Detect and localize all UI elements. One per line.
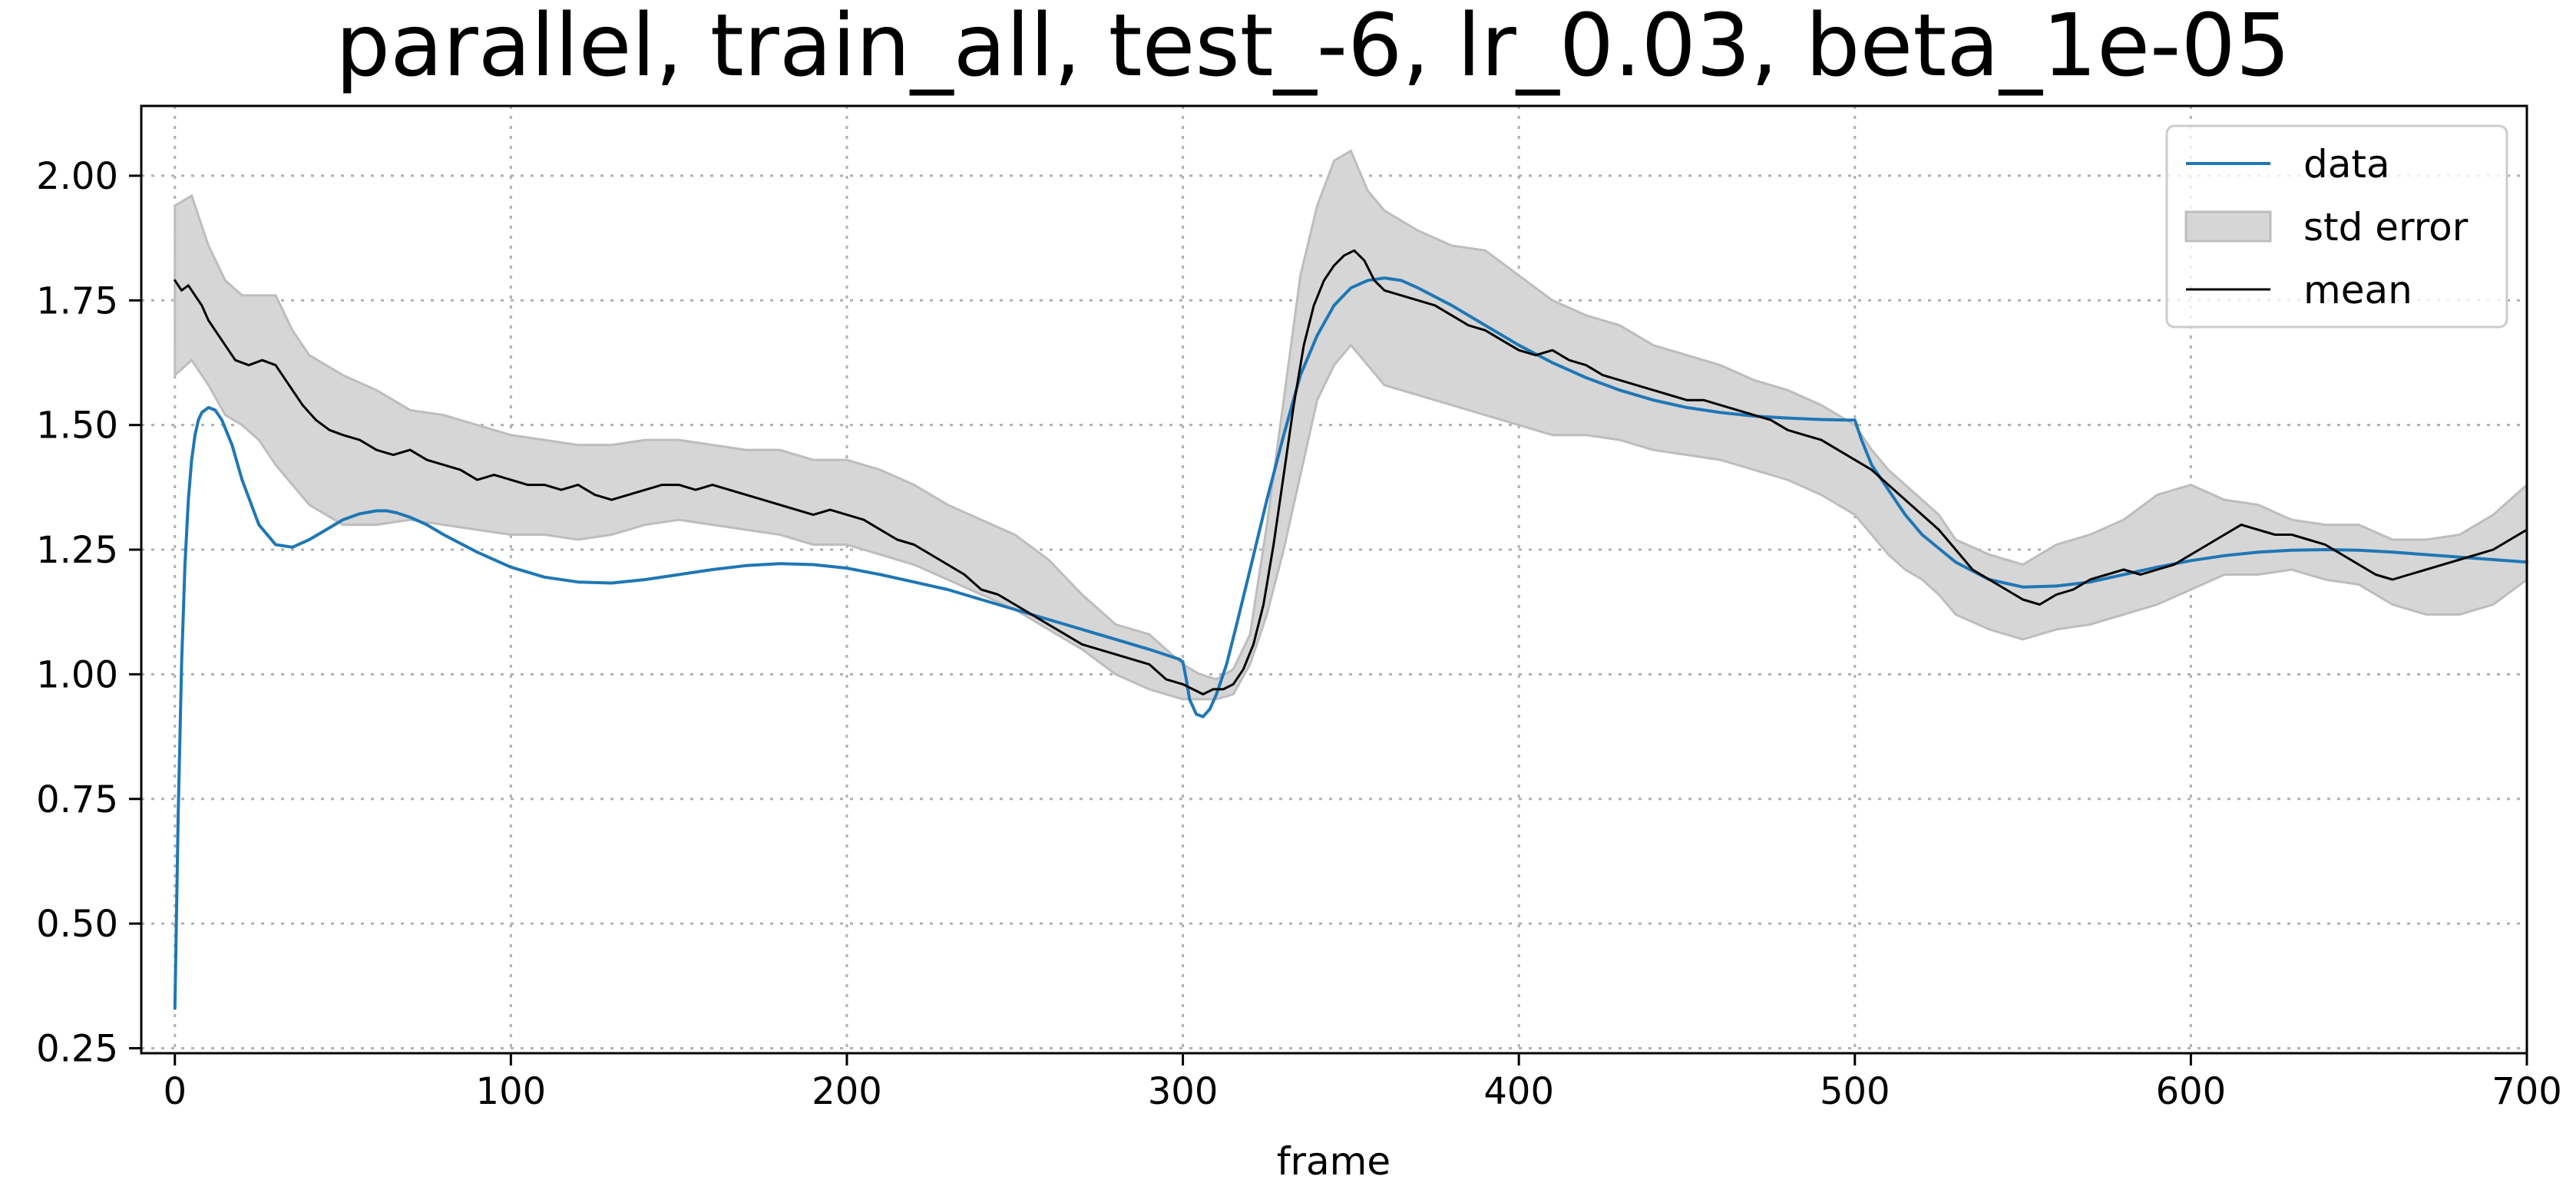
y-tick-label: 1.50 [36,405,118,448]
data-line [173,276,2528,1010]
mean-line [174,249,2528,695]
mean-series [174,249,2528,695]
legend-label: mean [2303,268,2412,312]
data-series [173,276,2528,1010]
legend-box [2165,124,2508,329]
x-tick-label: 500 [1820,1070,1890,1113]
x-tick-label: 100 [476,1070,547,1113]
x-tick-label: 400 [1483,1070,1554,1113]
x-axis-label: frame [1277,1139,1391,1184]
y-axis-ticks: 0.25 0.50 0.75 1.00 1.25 1.50 1.75 2.00 [36,155,141,1071]
x-tick-label: 600 [2156,1070,2227,1113]
y-tick-label: 2.00 [36,155,118,198]
x-tick-label: 300 [1148,1070,1219,1113]
legend-swatch-std-error [2184,210,2272,243]
plot-frame [140,104,2528,1055]
y-tick-label: 1.25 [36,529,118,572]
x-axis-ticks: 0 100 200 300 400 500 600 700 [163,1053,2562,1113]
legend: data std error mean [2165,124,2508,329]
chart-title: parallel, train_all, test_-6, lr_0.03, b… [336,0,2290,96]
y-tick-label: 1.75 [36,279,118,322]
y-tick-label: 0.50 [36,903,118,946]
x-tick-label: 700 [2492,1070,2562,1113]
legend-label: std error [2303,205,2469,249]
y-tick-label: 0.75 [36,778,118,821]
x-tick-label: 0 [163,1070,187,1113]
x-tick-label: 200 [812,1070,882,1113]
legend-label: data [2303,142,2390,187]
y-tick-label: 1.00 [36,653,118,696]
y-tick-label: 0.25 [36,1028,118,1071]
